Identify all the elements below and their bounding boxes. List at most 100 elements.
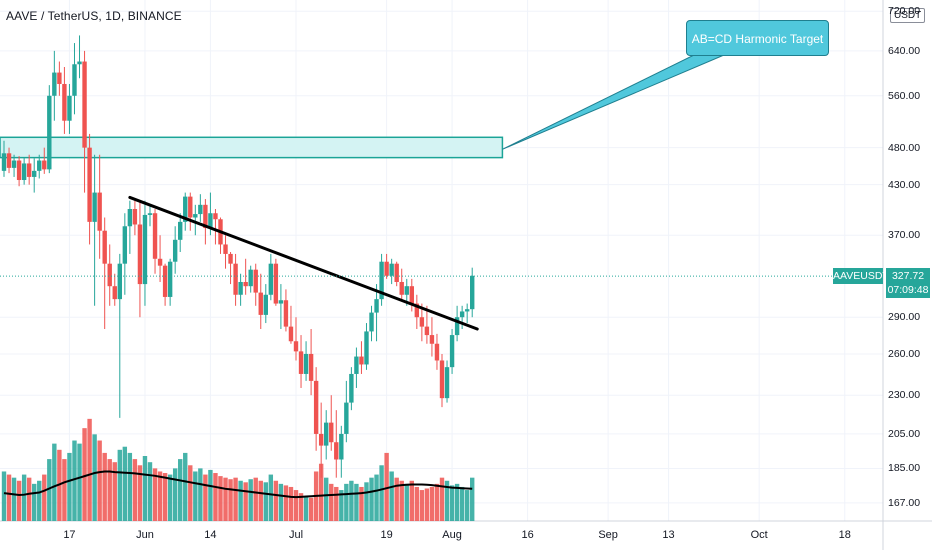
- price-axis-label: 260.00: [888, 347, 921, 360]
- volume-bar: [439, 477, 445, 521]
- volume-bar: [67, 452, 72, 521]
- candle-body: [47, 95, 52, 170]
- candle-body: [273, 263, 279, 304]
- candle-body: [399, 281, 404, 295]
- volume-bar: [454, 483, 460, 521]
- volume-bar: [188, 465, 193, 521]
- candle-body: [172, 239, 178, 262]
- volume-bar: [137, 465, 143, 521]
- candle-body: [419, 317, 425, 327]
- candle-body: [434, 343, 440, 361]
- volume-bar: [87, 418, 92, 521]
- candle-body: [32, 170, 37, 177]
- time-axis-label: 17: [63, 529, 76, 541]
- volume-bar: [132, 459, 138, 521]
- volume-bar: [334, 486, 339, 521]
- volume-bar: [324, 477, 329, 521]
- candle-body: [318, 433, 324, 446]
- volume-bar: [283, 485, 289, 521]
- price-axis-label: 640.00: [888, 44, 921, 57]
- volume-bar: [77, 443, 82, 521]
- price-axis-label: 370.00: [888, 229, 921, 242]
- volume-bar: [253, 477, 258, 521]
- candle-body: [334, 442, 339, 460]
- volume-bar: [127, 452, 133, 521]
- candle-body: [52, 72, 57, 96]
- volume-bar: [359, 486, 364, 521]
- candle-body: [459, 311, 465, 318]
- volume-bar: [102, 452, 107, 521]
- volume-bar: [384, 452, 389, 521]
- trendline: [128, 195, 479, 331]
- volume-bar: [444, 480, 450, 521]
- candle-body: [122, 226, 128, 264]
- volume-bar: [6, 474, 12, 521]
- volume-bar: [268, 474, 274, 521]
- price-axis-label: 205.00: [888, 427, 921, 440]
- time-axis-label: 18: [838, 529, 851, 541]
- candle-body: [288, 326, 294, 342]
- candle-body: [77, 61, 82, 65]
- volume-bar: [339, 490, 344, 521]
- candle-body: [102, 230, 107, 264]
- volume-bar: [419, 490, 425, 521]
- last-price-value: 327.72: [891, 270, 925, 283]
- volume-bar: [26, 477, 32, 521]
- candle-body: [107, 263, 112, 287]
- volume-bar: [349, 480, 354, 521]
- candle-body: [198, 204, 203, 215]
- volume-bar: [354, 483, 359, 521]
- candle-body: [208, 213, 213, 229]
- volume-bar: [243, 482, 248, 521]
- volume-bar: [233, 477, 238, 521]
- candle-body: [394, 263, 399, 282]
- time-axis-label: Oct: [750, 529, 768, 541]
- candle-body: [37, 160, 42, 171]
- candle-body: [349, 373, 354, 403]
- candle-body: [470, 275, 475, 310]
- volume-bar: [183, 452, 188, 521]
- candle-body: [414, 303, 420, 318]
- volume-bar: [11, 477, 17, 521]
- candle-body: [62, 83, 67, 121]
- candle-body: [162, 265, 168, 297]
- candle-body: [167, 261, 173, 297]
- candle-body: [404, 286, 409, 295]
- volume-bar: [92, 434, 97, 521]
- volume-bar: [42, 474, 47, 521]
- target-zone-box: [0, 136, 504, 159]
- time-axis-label: Jul: [288, 529, 304, 541]
- price-axis-label: 185.00: [888, 462, 921, 475]
- price-axis-label: 167.00: [888, 496, 921, 509]
- volume-bar: [424, 488, 430, 521]
- volume-bar: [470, 477, 475, 521]
- candle-body: [188, 196, 193, 218]
- volume-bar: [198, 468, 203, 521]
- candle-body: [183, 196, 188, 222]
- candle-body: [112, 286, 117, 300]
- volume-bar: [303, 496, 309, 521]
- price-axis-label: 560.00: [888, 89, 921, 102]
- volume-bar: [273, 480, 279, 521]
- annotation-callout[interactable]: AB=CD Harmonic Target: [686, 20, 829, 56]
- candle-body: [384, 261, 389, 276]
- time-axis-label: Sep: [598, 529, 618, 541]
- candle-body: [464, 309, 470, 312]
- volume-bar: [409, 480, 414, 521]
- candle-body: [147, 213, 153, 215]
- candle-body: [298, 351, 304, 374]
- candle-body: [263, 294, 268, 315]
- volume-bar: [1, 471, 7, 521]
- volume-bar: [213, 473, 218, 521]
- candle-body: [152, 213, 158, 259]
- volume-bar: [157, 471, 163, 521]
- candle-body: [157, 258, 163, 266]
- volume-bar: [208, 469, 213, 521]
- candle-body: [389, 263, 394, 276]
- volume-bar: [404, 483, 409, 521]
- currency-badge[interactable]: USDT: [890, 8, 926, 23]
- last-price-ticker-tag: AAVEUSDT: [833, 268, 889, 285]
- volume-bar: [21, 474, 27, 521]
